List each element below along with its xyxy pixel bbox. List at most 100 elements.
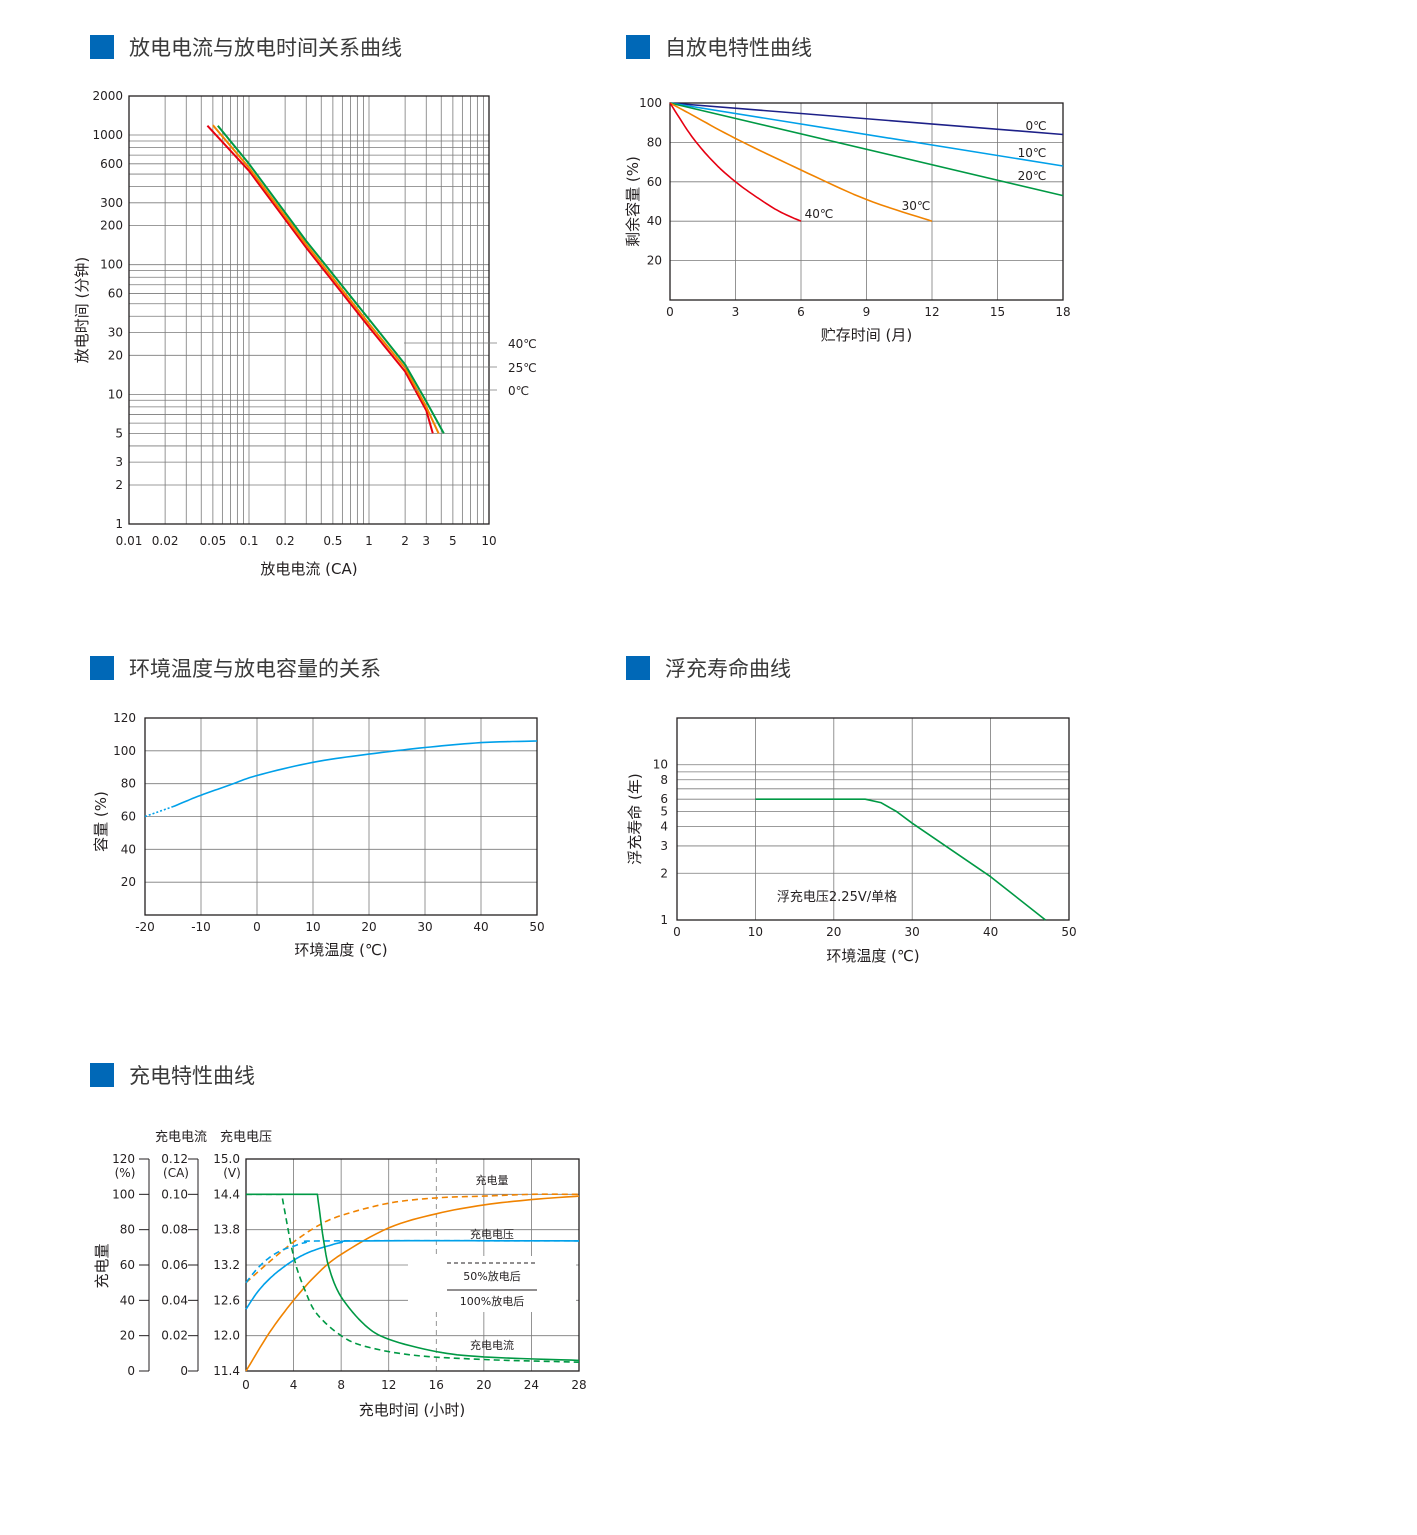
float-life-plot-frame [676, 717, 1070, 921]
x-tick-label: 6 [797, 305, 805, 319]
x-tick-label: 30 [417, 920, 432, 934]
label-charge-amount: 充电量 [476, 1173, 509, 1187]
pct-tick-label: 20 [120, 1329, 135, 1343]
series-label: 0℃ [1025, 119, 1046, 133]
y-tick-label: 20 [121, 875, 136, 889]
x-tick-label: 24 [524, 1378, 539, 1392]
x-tick-label: 10 [305, 920, 320, 934]
y-tick-label: 80 [121, 777, 136, 791]
x-tick-label: 0.2 [276, 534, 295, 548]
series-line-25c [212, 124, 440, 434]
y-axis-label: 剩余容量 (%) [624, 156, 642, 247]
series-line-capacity [172, 740, 538, 808]
x-tick-label: 30 [905, 925, 920, 939]
x-tick-label: 0.02 [152, 534, 179, 548]
x-tick-label: 12 [381, 1378, 396, 1392]
section-title-text: 充电特性曲线 [129, 1064, 255, 1088]
x-tick-label: 0 [253, 920, 261, 934]
ca-tick-label: 0.02 [161, 1329, 188, 1343]
y-tick-label: 10 [108, 387, 123, 401]
y-tick-label: 1 [660, 913, 668, 927]
y-tick-label: 4 [660, 820, 668, 834]
y-tick-label: 1000 [92, 128, 123, 142]
ca-tick-label: 0.12 [161, 1152, 188, 1166]
section-marker-icon [90, 35, 114, 59]
x-tick-label: 18 [1055, 305, 1070, 319]
y-tick-label: 80 [647, 135, 662, 149]
x-tick-label: 0.01 [116, 534, 143, 548]
series-charge-current-50pct [246, 1193, 580, 1363]
series-line-40c [669, 102, 802, 222]
y-axis-label: 放电时间 (分钟) [73, 257, 91, 363]
x-tick-label: 3 [422, 534, 430, 548]
y-tick-label: 8 [660, 773, 668, 787]
v-tick-label: 12.0 [213, 1329, 240, 1343]
series-label: 10℃ [1018, 146, 1047, 160]
x-tick-label: -20 [135, 920, 155, 934]
ca-tick-label: 0 [180, 1364, 188, 1378]
x-axis-label: 贮存时间 (月) [821, 326, 912, 344]
y-tick-label: 1 [115, 517, 123, 531]
y-tick-label: 40 [121, 842, 136, 856]
series-line-40c [206, 125, 434, 434]
v-tick-label: 14.4 [213, 1187, 240, 1201]
x-tick-label: 40 [473, 920, 488, 934]
y-tick-label: 2000 [92, 89, 123, 103]
series-line-30c [669, 102, 933, 222]
y-tick-label: 5 [115, 426, 123, 440]
x-tick-label: 3 [732, 305, 740, 319]
ca-units: (CA) [163, 1166, 189, 1180]
section-title-discharge: 放电电流与放电时间关系曲线 [90, 32, 402, 62]
y-tick-label: 40 [647, 214, 662, 228]
x-tick-label: 50 [529, 920, 544, 934]
section-marker-icon [90, 656, 114, 680]
y-tick-label: 3 [660, 839, 668, 853]
y-tick-label: 10 [653, 758, 668, 772]
pct-tick-label: 60 [120, 1258, 135, 1272]
legend-label: 25℃ [508, 361, 537, 375]
v-tick-label: 13.8 [213, 1223, 240, 1237]
x-tick-label: -10 [191, 920, 211, 934]
section-title-text: 自放电特性曲线 [665, 36, 812, 60]
x-tick-label: 8 [337, 1378, 345, 1392]
section-marker-icon [626, 35, 650, 59]
x-axis-label: 环境温度 (℃) [294, 941, 387, 959]
series-charge-voltage-50pct [245, 1239, 580, 1284]
x-axis-label: 放电电流 (CA) [260, 560, 357, 578]
x-tick-label: 50 [1061, 925, 1076, 939]
x-tick-label: 0 [242, 1378, 250, 1392]
series-charge-amount-50pct [245, 1193, 579, 1284]
self-discharge-plot-frame [669, 102, 1064, 301]
legend-label: 40℃ [508, 337, 537, 351]
v-tick-label: 13.2 [213, 1258, 240, 1272]
x-axis-label: 环境温度 (℃) [826, 947, 919, 965]
x-axis-label: 充电时间 (小时) [359, 1401, 465, 1419]
section-title-text: 环境温度与放电容量的关系 [129, 657, 381, 681]
y-tick-label: 100 [113, 744, 136, 758]
charge-plot-frame [245, 1158, 580, 1372]
y-tick-label: 600 [100, 157, 123, 171]
y-tick-label: 3 [115, 455, 123, 469]
series-line-20c [669, 102, 1064, 197]
x-tick-label: 15 [990, 305, 1005, 319]
y-tick-label: 120 [113, 711, 136, 725]
y-tick-label: 2 [660, 866, 668, 880]
axis-header-current: 充电电流 [155, 1129, 207, 1145]
section-marker-icon [90, 1063, 114, 1087]
y-tick-label: 100 [639, 96, 662, 110]
y-axis-label: 浮充寿命 (年) [626, 773, 644, 864]
legend-label-solid: 100%放电后 [460, 1294, 524, 1308]
x-tick-label: 4 [290, 1378, 298, 1392]
series-charge-current-100pct [246, 1193, 580, 1362]
series-line-10c [669, 102, 1064, 167]
x-tick-label: 0.1 [239, 534, 258, 548]
pct-tick-label: 0 [127, 1364, 135, 1378]
series-label: 20℃ [1018, 169, 1047, 183]
x-tick-label: 0.05 [200, 534, 227, 548]
label-charge-voltage: 充电电压 [470, 1227, 514, 1241]
section-title-temp-capacity: 环境温度与放电容量的关系 [90, 653, 381, 683]
y-tick-label: 30 [108, 325, 123, 339]
ca-tick-label: 0.10 [161, 1187, 188, 1201]
x-tick-label: 1 [365, 534, 373, 548]
